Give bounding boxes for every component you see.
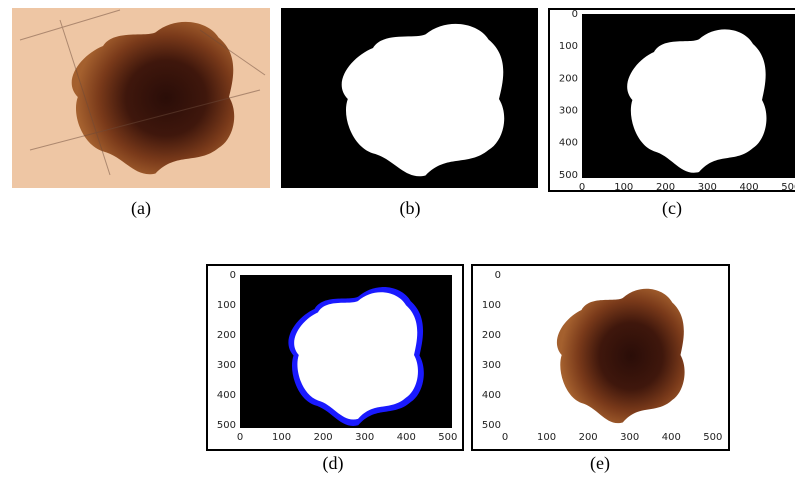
x-tick-label: 0 [237, 432, 243, 443]
panel-d [207, 265, 463, 450]
y-tick-label: 0 [495, 270, 501, 281]
y-tick-label: 0 [230, 270, 236, 281]
x-tick-label: 100 [537, 432, 556, 443]
y-tick-label: 200 [559, 73, 578, 84]
panel-b [281, 8, 538, 188]
panel-label: (c) [662, 198, 682, 219]
panel-label: (d) [323, 453, 344, 474]
x-tick-label: 100 [614, 182, 633, 193]
y-tick-label: 300 [482, 360, 501, 371]
y-tick-label: 100 [217, 300, 236, 311]
figure: 01002003004005000100200300400500 (a) (b)… [0, 0, 795, 477]
x-tick-label: 300 [355, 432, 374, 443]
y-tick-label: 500 [559, 170, 578, 181]
x-tick-label: 0 [502, 432, 508, 443]
y-tick-label: 200 [217, 330, 236, 341]
x-tick-label: 400 [662, 432, 681, 443]
x-tick-label: 400 [740, 182, 759, 193]
y-tick-label: 300 [559, 105, 578, 116]
panel-e [472, 265, 729, 450]
x-tick-label: 300 [620, 432, 639, 443]
y-tick-label: 100 [482, 300, 501, 311]
y-tick-label: 300 [217, 360, 236, 371]
x-tick-label: 400 [397, 432, 416, 443]
x-tick-label: 200 [656, 182, 675, 193]
y-tick-label: 500 [482, 420, 501, 431]
x-tick-label: 500 [438, 432, 457, 443]
y-tick-label: 400 [482, 390, 501, 401]
x-tick-label: 0 [579, 182, 585, 193]
x-tick-label: 200 [579, 432, 598, 443]
y-tick-label: 500 [217, 420, 236, 431]
y-tick-label: 400 [559, 138, 578, 149]
y-tick-label: 400 [217, 390, 236, 401]
panel-label: (b) [400, 198, 421, 219]
x-tick-label: 100 [272, 432, 291, 443]
panel-label: (e) [590, 453, 610, 474]
x-tick-label: 300 [698, 182, 717, 193]
panel-a [12, 8, 270, 188]
x-tick-label: 500 [781, 182, 795, 193]
y-tick-label: 100 [559, 41, 578, 52]
x-tick-label: 500 [703, 432, 722, 443]
x-tick-label: 200 [314, 432, 333, 443]
panel-label: (a) [131, 198, 151, 219]
y-tick-label: 200 [482, 330, 501, 341]
y-tick-label: 0 [572, 9, 578, 20]
